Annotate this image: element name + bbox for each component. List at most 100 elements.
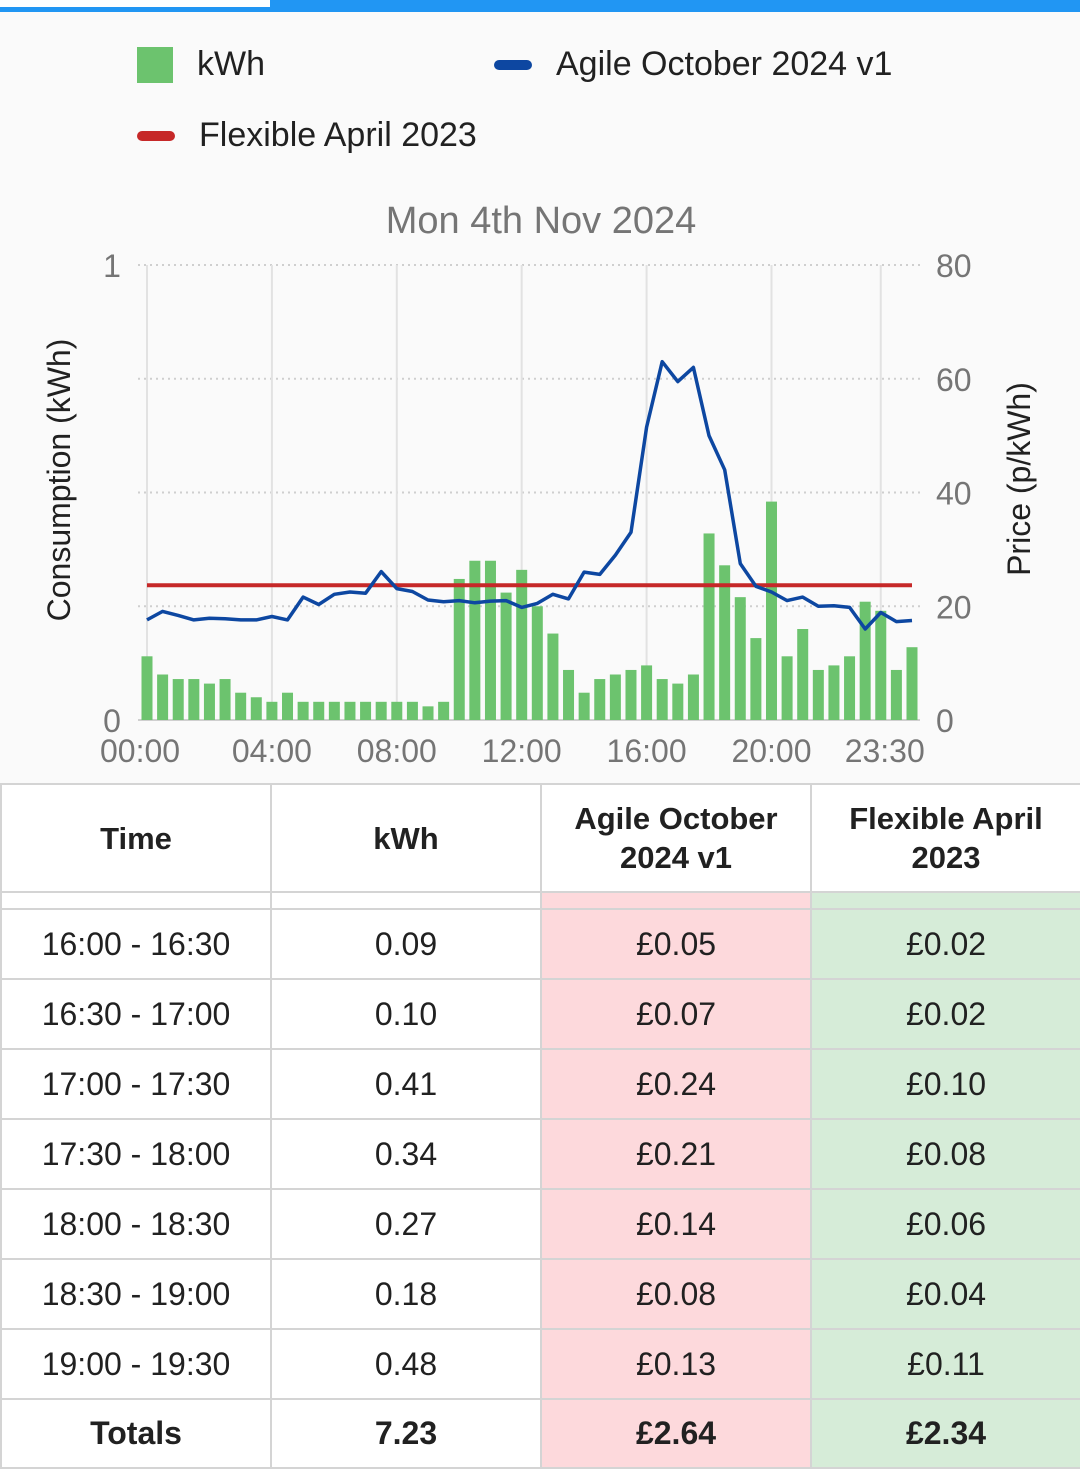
- kwh-bar: [484, 560, 496, 720]
- y-axis-left-label: Consumption (kWh): [41, 339, 77, 622]
- kwh-bar: [875, 610, 887, 720]
- kwh-bar: [563, 669, 575, 720]
- x-tick-label: 12:00: [482, 733, 562, 769]
- cell-flexible-cost: £0.04: [810, 1258, 1080, 1330]
- kwh-bar: [282, 692, 294, 720]
- table-row[interactable]: 17:00 - 17:30 0.41 £0.24 £0.10: [0, 1048, 1080, 1120]
- legend-bar-swatch-icon: [137, 46, 173, 83]
- table-row[interactable]: 16:30 - 17:00 0.10 £0.07 £0.02: [0, 978, 1080, 1050]
- legend-item-flexible[interactable]: Flexible April 2023: [137, 116, 477, 155]
- cell-kwh: 0.18: [270, 1258, 542, 1330]
- legend-label: kWh: [197, 45, 265, 83]
- table-row[interactable]: 17:30 - 18:00 0.34 £0.21 £0.08: [0, 1118, 1080, 1190]
- x-tick-label: 23:30: [845, 733, 925, 769]
- loading-progress-fill: [0, 0, 270, 7]
- legend-label: Agile October 2024 v1: [556, 45, 893, 83]
- legend-line-swatch-icon: [137, 130, 175, 141]
- legend-label: Flexible April 2023: [199, 116, 477, 154]
- y-right-tick-label: 20: [936, 589, 972, 625]
- chart-legend: kWh Agile October 2024 v1 Flexible April…: [0, 0, 1080, 190]
- kwh-bar: [406, 701, 418, 720]
- header-flexible[interactable]: Flexible April 2023: [810, 783, 1080, 893]
- totals-row: Totals 7.23 £2.64 £2.34: [0, 1398, 1080, 1469]
- cell-kwh: 0.41: [270, 1048, 542, 1120]
- table-row[interactable]: 16:00 - 16:30 0.09 £0.05 £0.02: [0, 908, 1080, 980]
- x-tick-label: 20:00: [731, 733, 811, 769]
- cell-flexible-cost: £0.02: [810, 908, 1080, 980]
- y-right-tick-label: 40: [936, 476, 972, 512]
- kwh-bar: [609, 674, 621, 720]
- cell-time: 18:30 - 19:00: [0, 1258, 272, 1330]
- totals-flexible-cost: £2.34: [810, 1398, 1080, 1469]
- kwh-bar: [141, 656, 153, 720]
- cell-kwh: 0.48: [270, 1328, 542, 1400]
- kwh-bar: [844, 656, 856, 720]
- kwh-bar: [328, 701, 340, 720]
- kwh-bar: [266, 701, 278, 720]
- cell-flexible-cost: £0.10: [810, 1048, 1080, 1120]
- kwh-bar: [828, 665, 840, 720]
- kwh-bar: [360, 701, 372, 720]
- cell-agile-cost: £0.24: [540, 1048, 812, 1120]
- y-axis-right-label: Price (p/kWh): [1001, 382, 1037, 576]
- legend-item-agile[interactable]: Agile October 2024 v1: [494, 45, 892, 84]
- kwh-bar: [297, 701, 309, 720]
- totals-agile-cost: £2.64: [540, 1398, 812, 1469]
- kwh-bar: [797, 629, 809, 720]
- header-kwh[interactable]: kWh: [270, 783, 542, 893]
- y-left-tick-label: 1: [103, 248, 121, 284]
- cell-kwh: 0.34: [270, 1118, 542, 1190]
- kwh-bar: [438, 701, 450, 720]
- table-row[interactable]: 19:00 - 19:30 0.48 £0.13 £0.11: [0, 1328, 1080, 1400]
- kwh-bar: [812, 669, 824, 720]
- cost-table: Time kWh Agile October 2024 v1 Flexible …: [0, 783, 1080, 1469]
- kwh-bar: [531, 606, 543, 720]
- table-body[interactable]: 16:00 - 16:30 0.09 £0.05 £0.02 16:30 - 17:00…: [0, 891, 1080, 1469]
- kwh-bars: [141, 501, 918, 720]
- cell-flexible-cost: £0.08: [810, 1118, 1080, 1190]
- cell-flexible-cost: £0.02: [810, 978, 1080, 1050]
- kwh-bar: [235, 692, 247, 720]
- kwh-bar: [500, 592, 512, 720]
- kwh-bar: [172, 679, 184, 720]
- kwh-bar: [765, 501, 777, 720]
- cell-time: 17:00 - 17:30: [0, 1048, 272, 1120]
- table-row[interactable]: 18:00 - 18:30 0.27 £0.14 £0.06: [0, 1188, 1080, 1260]
- consumption-price-chart: Mon 4th Nov 2024 Consumption (kWh) Price…: [41, 200, 1037, 769]
- kwh-bar: [250, 697, 262, 720]
- header-agile-label: Agile October 2024 v1: [574, 801, 778, 875]
- kwh-bar: [890, 669, 902, 720]
- cell-agile-cost: £0.08: [540, 1258, 812, 1330]
- cell-time: 19:00 - 19:30: [0, 1328, 272, 1400]
- kwh-bar: [594, 679, 606, 720]
- cell-agile-cost: £0.13: [540, 1328, 812, 1400]
- cell-kwh: 0.27: [270, 1188, 542, 1260]
- header-agile[interactable]: Agile October 2024 v1: [540, 783, 812, 893]
- kwh-bar: [578, 692, 590, 720]
- kwh-bar: [859, 601, 871, 720]
- header-time[interactable]: Time: [0, 783, 272, 893]
- kwh-bar: [188, 679, 200, 720]
- kwh-bar: [641, 665, 653, 720]
- totals-kwh: 7.23: [270, 1398, 542, 1469]
- legend-item-kwh[interactable]: kWh: [137, 45, 265, 84]
- cell-kwh: 0.09: [270, 908, 542, 980]
- kwh-bar: [656, 679, 668, 720]
- kwh-bar: [453, 578, 465, 720]
- loading-progress-bar: [0, 0, 1080, 12]
- chart-labels: Mon 4th Nov 2024 Consumption (kWh) Price…: [41, 200, 1037, 769]
- price-lines: [146, 359, 913, 631]
- cell-kwh: 0.10: [270, 978, 542, 1050]
- y-left-tick-label: 0: [103, 703, 121, 739]
- kwh-bar: [734, 597, 746, 720]
- kwh-bar: [719, 565, 731, 720]
- table-row[interactable]: 18:30 - 19:00 0.18 £0.08 £0.04: [0, 1258, 1080, 1330]
- x-tick-label: 00:00: [100, 733, 180, 769]
- kwh-bar: [625, 669, 637, 720]
- kwh-bar: [703, 533, 715, 720]
- cell-time: 18:00 - 18:30: [0, 1188, 272, 1260]
- cell-time: 16:00 - 16:30: [0, 908, 272, 980]
- table-header-row: Time kWh Agile October 2024 v1 Flexible …: [0, 783, 1080, 893]
- kwh-bar: [781, 656, 793, 720]
- legend-line-swatch-icon: [494, 59, 532, 70]
